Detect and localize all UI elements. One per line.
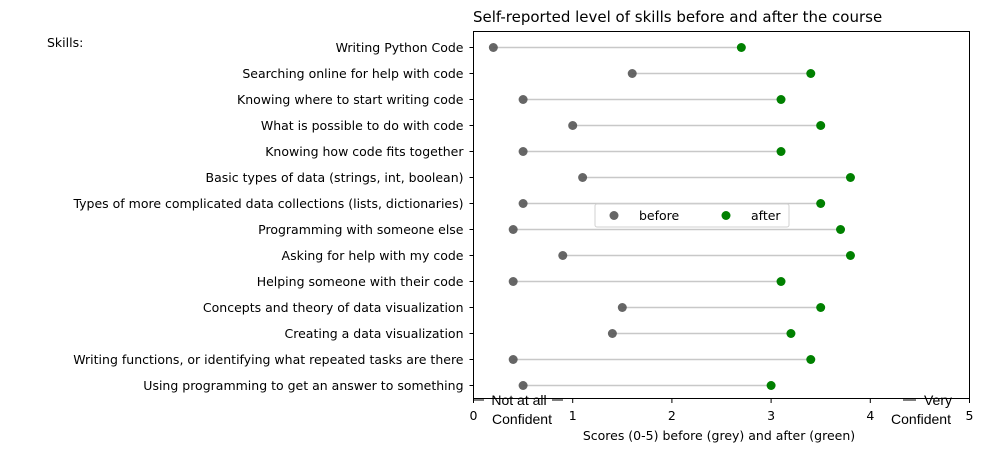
category-label: Helping someone with their code <box>257 274 464 289</box>
before-point <box>508 225 518 234</box>
category-labels: Writing Python Code Searching online for … <box>72 40 474 393</box>
before-point <box>518 147 528 156</box>
left-annotation-line1: Not at all <box>491 392 546 408</box>
right-annotation-line1: Very <box>924 392 952 408</box>
legend-after-label: after <box>751 208 781 223</box>
x-tick-label: 2 <box>668 408 676 423</box>
x-tick-label: 4 <box>866 408 874 423</box>
legend-after-marker <box>721 211 731 220</box>
after-point <box>816 199 826 208</box>
after-point <box>736 43 746 52</box>
category-label: Creating a data visualization <box>285 326 464 341</box>
connector-lines <box>493 46 851 387</box>
after-point <box>776 147 786 156</box>
before-point <box>617 303 627 312</box>
before-point <box>518 199 528 208</box>
after-point <box>845 251 855 260</box>
y-axis-label: Skills: <box>47 35 83 50</box>
x-tick-label: 1 <box>569 408 577 423</box>
legend-before-label: before <box>639 208 680 223</box>
legend-before-marker <box>609 211 619 220</box>
before-point <box>627 69 637 78</box>
right-annotation-line2: Confident <box>891 411 951 427</box>
plot-frame <box>473 31 970 399</box>
after-point <box>766 381 776 390</box>
before-point <box>607 329 617 338</box>
before-point <box>568 121 578 130</box>
data-points <box>488 43 855 390</box>
category-label: Knowing how code fits together <box>265 144 464 159</box>
after-point <box>816 121 826 130</box>
category-label: Concepts and theory of data visualizatio… <box>203 300 464 315</box>
x-tick-label: 3 <box>767 408 775 423</box>
after-point <box>806 355 816 364</box>
before-point <box>518 381 528 390</box>
chart-title: Self-reported level of skills before and… <box>473 8 882 26</box>
before-point <box>578 173 588 182</box>
category-label: Types of more complicated data collectio… <box>72 196 463 211</box>
category-label: Writing Python Code <box>336 40 464 55</box>
before-point <box>508 277 518 286</box>
legend-box <box>594 203 790 228</box>
after-point <box>816 303 826 312</box>
category-label: Asking for help with my code <box>282 248 464 263</box>
category-label: Knowing where to start writing code <box>237 92 464 107</box>
category-label: Searching online for help with code <box>242 66 463 81</box>
category-label: Using programming to get an answer to so… <box>143 378 463 393</box>
x-axis-ticks: 0 1 2 3 4 5 <box>470 398 974 423</box>
category-label: Basic types of data (strings, int, boole… <box>206 170 464 185</box>
after-point <box>776 95 786 104</box>
before-point <box>508 355 518 364</box>
before-point <box>488 43 498 52</box>
after-point <box>806 69 816 78</box>
after-point <box>836 225 846 234</box>
after-point <box>845 173 855 182</box>
before-point <box>518 95 528 104</box>
after-point <box>776 277 786 286</box>
left-annotation-line2: Confident <box>492 411 552 427</box>
before-point <box>558 251 568 260</box>
legend: before after <box>594 203 790 228</box>
after-point <box>786 329 796 338</box>
x-tick-label: 5 <box>966 408 974 423</box>
category-label: Programming with someone else <box>258 222 464 237</box>
x-tick-label: 0 <box>470 408 478 423</box>
category-label: What is possible to do with code <box>261 118 464 133</box>
category-label: Writing functions, or identifying what r… <box>73 352 464 367</box>
x-axis-label: Scores (0-5) before (grey) and after (gr… <box>583 428 855 443</box>
